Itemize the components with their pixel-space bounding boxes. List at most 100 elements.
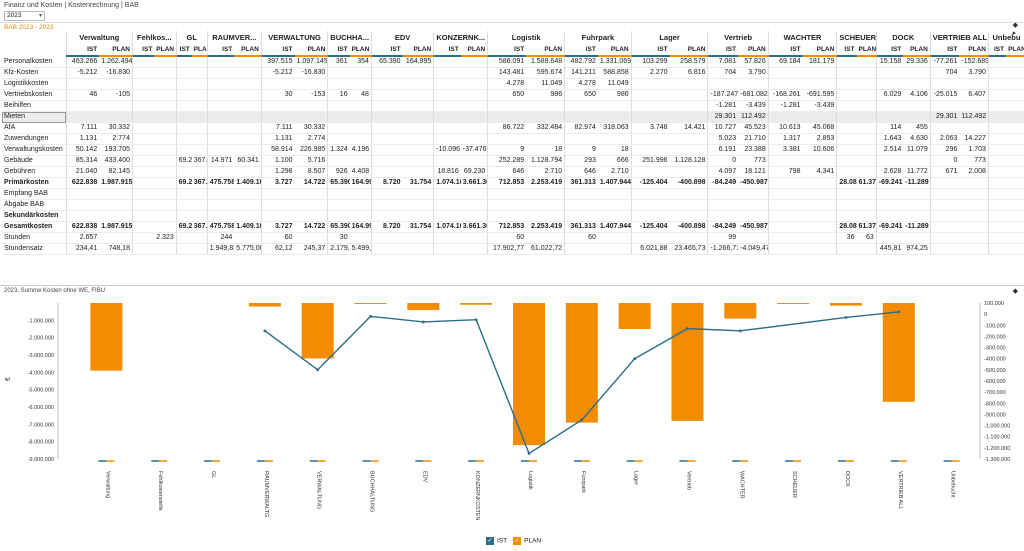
table-cell: 1.131 (65, 133, 100, 145)
table-row[interactable]: Kfz-Kosten -5.212 -16.830 -5.212 -16.830 143.… (2, 67, 1024, 79)
table-cell: 1.324 (327, 144, 350, 156)
column-header[interactable]: Fehlkos... (131, 31, 177, 45)
plan-header: PLAN (460, 45, 488, 57)
column-header[interactable]: Verwaltung (65, 31, 133, 45)
table-cell: 193.705 (99, 144, 133, 156)
table-cell (349, 111, 372, 123)
column-header[interactable]: DOCK (875, 31, 931, 45)
legend-plan[interactable]: ✓ PLAN (513, 537, 542, 545)
table-cell: 57.826 (738, 56, 769, 68)
table-row[interactable]: Personalkosten 463.266 1.262.494 397.515 1.0… (2, 56, 1024, 68)
row-label: Stunden (2, 232, 66, 244)
table-cell: 18.121 (738, 166, 769, 178)
column-header[interactable]: VERTRIEB ALL (929, 31, 989, 45)
table-cell (875, 188, 904, 200)
table-cell (370, 122, 403, 134)
table-row[interactable]: Sekundärkosten (2, 210, 1024, 222)
year-select[interactable]: 2023 ▾ (4, 11, 45, 21)
table-cell: 23.388 (738, 144, 769, 156)
column-header[interactable]: GL (175, 31, 208, 45)
checkbox-plan-icon[interactable]: ✓ (513, 537, 522, 545)
table-cell: 5.023 (707, 133, 739, 145)
table-row[interactable]: Abgabe BAB (2, 199, 1024, 211)
table-cell: 650 (564, 89, 598, 101)
table-cell: 15.158 (875, 56, 904, 68)
table-cell: 6.021,88 (630, 243, 670, 255)
column-header[interactable]: KONZERNK... (433, 31, 488, 45)
tick-label-left: -8.000.000 (28, 440, 54, 446)
table-cell (987, 243, 1007, 255)
category-label: WACHTER (738, 471, 744, 499)
table-cell (206, 89, 235, 101)
table-cell: 46 (65, 89, 100, 101)
table-cell: 30 (260, 89, 295, 101)
column-header[interactable]: BUCHHA... (327, 31, 372, 45)
table-cell (370, 111, 403, 123)
table-row[interactable]: Stunden 2.657 2.323 244 60 30 60 60 99 36 63 (2, 232, 1024, 244)
tick-label-right: -800.000 (984, 401, 1006, 407)
ist-point (738, 329, 742, 333)
table-cell: 143.481 (487, 67, 527, 79)
table-row[interactable]: Zuwendungen 1.131 2.774 1.131 2.774 5.023 21.7… (2, 133, 1024, 145)
checkbox-ist-icon[interactable]: ✓ (486, 537, 494, 545)
table-row[interactable]: AfA 7.111 30.332 7.111 30.332 86.722 332.484 82… (2, 122, 1024, 134)
column-header[interactable]: EDV (370, 31, 434, 45)
table-row[interactable]: Empfang BAB (2, 188, 1024, 200)
column-group-row: Verwaltung Fehlkos... GL RAUMVER... VERWALTU… (2, 31, 1024, 45)
column-header[interactable]: RAUMVER... (206, 31, 262, 45)
column-header[interactable]: Lager (630, 31, 708, 45)
table-row[interactable]: Verwaltungskosten 50.142 193.705 58.914 226.… (2, 144, 1024, 156)
table-row[interactable]: Logistikkosten 4.278 11.049 4.278 11.049 (2, 78, 1024, 90)
y-axis-label: € (5, 377, 12, 381)
table-row[interactable]: Gebühren 21.040 82.145 1.298 8.507 926 4.408 18… (2, 166, 1024, 178)
table-cell (836, 210, 857, 222)
column-header[interactable]: Logistik (487, 31, 565, 45)
table-cell: 30.332 (294, 122, 328, 134)
table-cell (206, 188, 235, 200)
table-cell (349, 210, 372, 222)
column-header[interactable]: VERWALTUNG (260, 31, 328, 45)
pin-icon[interactable]: ◆ (1012, 288, 1018, 295)
table-cell: 586.091 (487, 56, 527, 68)
column-header[interactable]: SCHEUER (836, 31, 877, 45)
table-cell (875, 78, 904, 90)
table-cell (433, 100, 461, 112)
ist-header: IST (875, 45, 904, 57)
column-header[interactable]: Vertrieb (707, 31, 769, 45)
column-header[interactable]: Unbebu (987, 31, 1024, 45)
plan-header: PLAN (738, 45, 769, 57)
table-cell (767, 188, 803, 200)
table-row[interactable]: Mieten 29.301 112.492 29.301 112.492 (2, 111, 1024, 123)
legend-ist[interactable]: ✓ IST (486, 537, 508, 545)
table-cell (99, 188, 133, 200)
table-row[interactable]: Beihilfen -1.281 -3.439 -1.281 -3.439 (2, 100, 1024, 112)
cost-chart: -1.000.000 -2.000.000 -3.000.000 -4.000.000… (5, 301, 1010, 521)
table-row[interactable]: Gebäude85.314433.40069.243367.34314.9716… (2, 155, 1024, 167)
table-row[interactable]: Stundensatz234,41748,181.949,835.775,006… (2, 243, 1024, 255)
table-cell (206, 67, 235, 79)
column-header[interactable]: Fuhrpark (564, 31, 632, 45)
header-corner (2, 45, 66, 56)
pin-icon[interactable]: ◆ (1012, 22, 1018, 29)
table-cell (433, 56, 461, 68)
table-cell: 4.196 (349, 144, 372, 156)
table-cell (836, 89, 857, 101)
column-header[interactable]: WACHTER (767, 31, 837, 45)
table-cell: 60 (260, 232, 295, 244)
table-cell: 14.421 (669, 122, 708, 134)
ist-point (897, 310, 901, 314)
table-cell: 29.336 (903, 56, 931, 68)
table-cell: 6.816 (669, 67, 708, 79)
table-cell: 1.128.794 (526, 155, 565, 167)
table-row[interactable]: Vertriebskosten 46 -105 30 -153 16 48 650 986 650… (2, 89, 1024, 101)
table-cell (836, 111, 857, 123)
table-cell (1006, 199, 1024, 211)
table-cell (433, 89, 461, 101)
table-cell (802, 188, 837, 200)
row-label: Kfz-Kosten (2, 67, 66, 79)
ist-point (421, 320, 425, 324)
breadcrumb: Finanz und Kosten | Kostenrechnung | BAB (4, 2, 139, 9)
table-cell (707, 78, 739, 90)
